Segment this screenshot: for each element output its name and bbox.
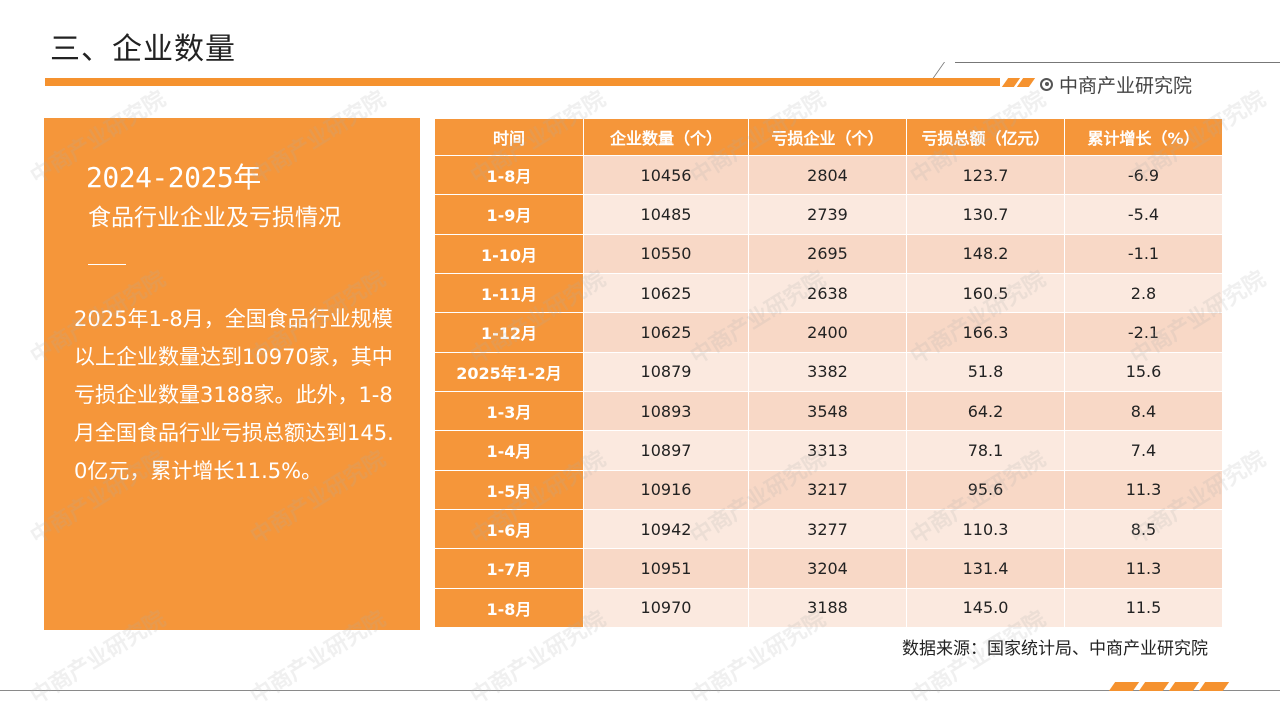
cell-enterprise-count: 10550: [583, 233, 749, 274]
cell-total-loss: 148.2: [906, 233, 1065, 274]
cell-loss-enterprises: 3548: [748, 390, 907, 432]
cell-loss-enterprises: 3217: [748, 469, 907, 510]
cell-cumulative-growth: -1.1: [1064, 233, 1223, 274]
cell-enterprise-count: 10897: [583, 430, 749, 471]
cell-enterprise-count: 10625: [583, 272, 749, 314]
column-header-total-loss: 亏损总额（亿元）: [906, 118, 1065, 156]
cell-loss-enterprises: 2638: [748, 272, 907, 314]
header-slant-line: [932, 62, 945, 78]
header-thin-line: [955, 62, 1280, 63]
cell-total-loss: 64.2: [906, 390, 1065, 432]
cell-enterprise-count: 10951: [583, 548, 749, 589]
cell-loss-enterprises: 2739: [748, 194, 907, 235]
cell-time: 1-10月: [434, 233, 584, 274]
cell-enterprise-count: 10625: [583, 312, 749, 353]
cell-total-loss: 166.3: [906, 312, 1065, 353]
cell-loss-enterprises: 3204: [748, 548, 907, 589]
brand-name: 中商产业研究院: [1059, 74, 1193, 97]
column-header-cumulative-growth: 累计增长（%）: [1064, 118, 1223, 156]
cell-total-loss: 123.7: [906, 154, 1065, 196]
column-header-loss-enterprises: 亏损企业（个）: [748, 118, 907, 156]
cell-cumulative-growth: -2.1: [1064, 312, 1223, 353]
cell-time: 1-8月: [434, 154, 584, 196]
table-row: 2025年1-2月 10879 3382 51.8 15.6: [434, 351, 1223, 392]
table-row: 1-7月 10951 3204 131.4 11.3: [434, 548, 1223, 589]
table-row: 1-5月 10916 3217 95.6 11.3: [434, 469, 1223, 510]
cell-cumulative-growth: 11.5: [1064, 587, 1223, 629]
cell-time: 1-12月: [434, 312, 584, 353]
cell-cumulative-growth: 11.3: [1064, 548, 1223, 589]
cell-cumulative-growth: 8.4: [1064, 390, 1223, 432]
cell-loss-enterprises: 2400: [748, 312, 907, 353]
column-header-enterprise-count: 企业数量（个）: [583, 118, 749, 156]
brand-logo-icon: [1040, 77, 1053, 91]
cell-total-loss: 160.5: [906, 272, 1065, 314]
table-row: 1-8月 10970 3188 145.0 11.5: [434, 587, 1223, 629]
cell-loss-enterprises: 2695: [748, 233, 907, 274]
cell-time: 1-7月: [434, 548, 584, 589]
cell-cumulative-growth: 2.8: [1064, 272, 1223, 314]
table-row: 1-10月 10550 2695 148.2 -1.1: [434, 233, 1223, 274]
brand: 中商产业研究院: [1040, 70, 1192, 98]
table-row: 1-4月 10897 3313 78.1 7.4: [434, 430, 1223, 471]
cell-cumulative-growth: 7.4: [1064, 430, 1223, 471]
cell-total-loss: 95.6: [906, 469, 1065, 510]
cell-loss-enterprises: 3277: [748, 508, 907, 550]
cell-time: 2025年1-2月: [434, 351, 584, 392]
cell-loss-enterprises: 3188: [748, 587, 907, 629]
cell-loss-enterprises: 2804: [748, 154, 907, 196]
cell-loss-enterprises: 3313: [748, 430, 907, 471]
cell-total-loss: 131.4: [906, 548, 1065, 589]
cell-cumulative-growth: 15.6: [1064, 351, 1223, 392]
cell-cumulative-growth: 8.5: [1064, 508, 1223, 550]
page-title: 三、企业数量: [50, 32, 236, 67]
table-row: 1-12月 10625 2400 166.3 -2.1: [434, 312, 1223, 353]
cell-cumulative-growth: -5.4: [1064, 194, 1223, 235]
header-accent-bar: [45, 78, 1000, 86]
cell-time: 1-4月: [434, 430, 584, 471]
cell-enterprise-count: 10879: [583, 351, 749, 392]
cell-time: 1-6月: [434, 508, 584, 550]
panel-divider: [88, 264, 126, 265]
table-row: 1-8月 10456 2804 123.7 -6.9: [434, 154, 1223, 196]
table-row: 1-6月 10942 3277 110.3 8.5: [434, 508, 1223, 550]
summary-panel: 2024-2025年 食品行业企业及亏损情况 2025年1-8月，全国食品行业规…: [44, 118, 420, 630]
cell-time: 1-3月: [434, 390, 584, 432]
data-source: 数据来源：国家统计局、中商产业研究院: [902, 639, 1208, 659]
cell-total-loss: 78.1: [906, 430, 1065, 471]
cell-enterprise-count: 10970: [583, 587, 749, 629]
cell-total-loss: 145.0: [906, 587, 1065, 629]
cell-enterprise-count: 10485: [583, 194, 749, 235]
cell-cumulative-growth: 11.3: [1064, 469, 1223, 510]
column-header-time: 时间: [434, 118, 584, 156]
panel-body-text: 2025年1-8月，全国食品行业规模以上企业数量达到10970家，其中亏损企业数…: [74, 307, 394, 483]
cell-enterprise-count: 10456: [583, 154, 749, 196]
table-header-row: 时间 企业数量（个） 亏损企业（个） 亏损总额（亿元） 累计增长（%）: [434, 118, 1223, 156]
cell-total-loss: 110.3: [906, 508, 1065, 550]
cell-time: 1-9月: [434, 194, 584, 235]
data-table: 时间 企业数量（个） 亏损企业（个） 亏损总额（亿元） 累计增长（%） 1-8月…: [434, 118, 1223, 629]
cell-time: 1-8月: [434, 587, 584, 629]
table-row: 1-11月 10625 2638 160.5 2.8: [434, 272, 1223, 314]
cell-total-loss: 51.8: [906, 351, 1065, 392]
cell-enterprise-count: 10893: [583, 390, 749, 432]
table-row: 1-3月 10893 3548 64.2 8.4: [434, 390, 1223, 432]
panel-year: 2024-2025年: [86, 161, 261, 194]
table-row: 1-9月 10485 2739 130.7 -5.4: [434, 194, 1223, 235]
cell-loss-enterprises: 3382: [748, 351, 907, 392]
table-body: 1-8月 10456 2804 123.7 -6.9 1-9月 10485 2739 130.7…: [434, 154, 1223, 629]
cell-cumulative-growth: -6.9: [1064, 154, 1223, 196]
cell-enterprise-count: 10916: [583, 469, 749, 510]
cell-time: 1-11月: [434, 272, 584, 314]
panel-subtitle: 食品行业企业及亏损情况: [88, 205, 341, 231]
cell-total-loss: 130.7: [906, 194, 1065, 235]
cell-time: 1-5月: [434, 469, 584, 510]
stripe: [1016, 78, 1036, 87]
footer-line: [0, 690, 1280, 691]
cell-enterprise-count: 10942: [583, 508, 749, 550]
